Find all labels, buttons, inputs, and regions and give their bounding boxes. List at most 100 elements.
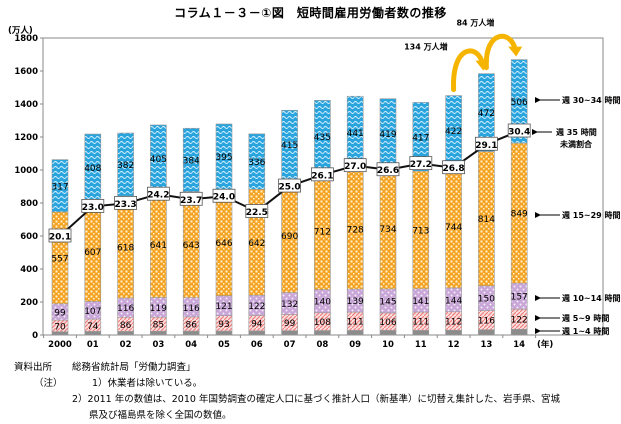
bar-value-label-s10: 121 [215, 302, 232, 312]
ratio-point-box [310, 167, 334, 182]
bar-stack-03: 85 119 641 405 [150, 124, 167, 336]
ratio-point-box [81, 199, 105, 213]
legend: 週 30~34 時間 週 35 時間 未満割合 週 15~29 時間 週 10~… [532, 95, 621, 336]
y-tick-label: 0 [32, 331, 38, 341]
y-tick-label: 1800 [14, 34, 38, 44]
note-1: 1）休業者は除いている。 [92, 378, 203, 389]
bar-value-label-s10: 116 [117, 304, 134, 314]
source-text: 総務省統計局「労働力調査」 [72, 362, 196, 373]
ratio-point-label: 26.8 [442, 164, 464, 174]
x-axis-unit-label: (年) [537, 339, 553, 350]
ratio-point-box [245, 204, 269, 218]
increase-annotations: 134 万人増 84 万人増 [404, 18, 523, 93]
bar-segment-s1 [379, 330, 397, 336]
bar-value-label-s15: 607 [84, 248, 101, 258]
y-tick-label: 1000 [14, 166, 38, 176]
ratio-point-box [179, 191, 203, 206]
bar-value-label-s5: 106 [379, 318, 396, 328]
bar-segment-s30 [478, 73, 495, 152]
bar-value-label-s5: 108 [314, 318, 331, 328]
bar-stack-05: 93 121 646 395 [215, 123, 233, 336]
ratio-point-box [146, 186, 170, 201]
bar-segment-s1 [445, 329, 462, 336]
bar-value-label-s30: 384 [183, 156, 200, 166]
bar-stack-14: 122 157 849 506 [510, 59, 528, 336]
bar-segment-s1 [182, 330, 200, 336]
bar-value-label-s30: 405 [150, 155, 167, 165]
ratio-point-label: 24.2 [147, 191, 169, 201]
bar-value-label-s15: 728 [347, 226, 364, 236]
bar-value-label-s10: 107 [84, 307, 101, 317]
bar-value-label-s10: 99 [54, 308, 66, 318]
ratio-point-label: 27.0 [344, 162, 366, 172]
x-tick-label: 09 [349, 340, 361, 350]
bar-segment-s1 [346, 330, 364, 336]
bar-value-label-s10: 139 [347, 297, 364, 307]
ratio-point-label: 26.1 [311, 171, 333, 181]
bar-value-label-s10: 145 [379, 297, 396, 307]
bar-value-label-s15: 643 [183, 241, 200, 251]
bar-segment-s1 [84, 331, 102, 336]
ratio-point-label: 25.0 [278, 183, 300, 193]
x-axis: 2000 01 02 03 04 05 06 07 08 09 10 11 12 13 14 [43, 335, 537, 350]
ratio-point-label: 22.5 [246, 208, 268, 218]
y-tick-label: 1400 [14, 100, 38, 110]
ratio-point-box [376, 162, 400, 177]
legend-label-s15: 週 15~29 時間 [562, 210, 621, 220]
bar-segment-s1 [215, 330, 233, 336]
x-tick-label: 05 [218, 340, 230, 350]
bar-stack-09: 111 139 728 441 [346, 95, 364, 336]
bar-value-label-s30: 382 [117, 161, 134, 171]
y-tick-label: 200 [20, 298, 38, 308]
x-tick-label: 04 [185, 340, 197, 350]
ratio-point-label: 26.6 [377, 166, 399, 176]
bar-stack-12: 112 144 744 422 [445, 95, 462, 336]
y-axis-unit-label: (万人) [8, 25, 33, 36]
bar-segment-s1 [150, 330, 167, 336]
bar-value-label-s15: 744 [445, 223, 462, 233]
bar-value-label-s5: 86 [120, 321, 132, 331]
y-tick-label: 1600 [14, 67, 38, 77]
increase-arrow-curve [483, 33, 518, 71]
y-tick-label: 800 [20, 199, 38, 209]
bar-value-label-s10: 150 [478, 295, 495, 305]
bar-value-label-s15: 712 [314, 227, 331, 237]
note-2-line-1: 2）2011 年の数値は、2010 年国勢調査の確定人口に基づく推計人口（新基準… [72, 394, 560, 405]
ratio-point-box [474, 136, 498, 151]
legend-label-s5: 週 5~9 時間 [562, 313, 609, 323]
bar-segment-s30 [182, 127, 200, 192]
x-tick-label: 02 [120, 340, 132, 350]
ratio-point-label: 29.1 [475, 141, 497, 151]
bar-value-label-s30: 506 [511, 98, 528, 108]
bar-stack-2000: 70 99 557 317 [51, 159, 69, 336]
bar-value-label-s5: 116 [478, 317, 495, 327]
bar-value-label-s30: 435 [314, 133, 331, 143]
bar-value-label-s15: 646 [215, 239, 232, 249]
ratio-line-group: 20.1 23.0 23.3 24.2 23.7 24.0 22.5 25.0 26.1 27.0… [48, 123, 531, 243]
note-2-line-2: 県及び福島県を除く全国の数値。 [89, 410, 232, 421]
legend-label-ratio-2: 未満割合 [559, 139, 593, 149]
note-label: （注） [34, 378, 63, 389]
bar-value-label-s10: 132 [281, 300, 298, 310]
bar-value-label-s15: 690 [281, 232, 298, 242]
bar-segment-s30 [510, 59, 528, 144]
bar-value-label-s30: 472 [478, 109, 495, 119]
bar-value-label-s10: 140 [314, 298, 331, 308]
bar-value-label-s30: 419 [379, 130, 396, 140]
bar-segment-s30 [248, 133, 266, 190]
bar-value-label-s10: 116 [183, 304, 200, 314]
bar-segment-s1 [281, 330, 298, 336]
x-tick-label: 13 [480, 340, 492, 350]
bar-segment-s1 [248, 330, 266, 336]
bar-value-label-s15: 713 [412, 226, 429, 236]
bar-value-label-s30: 422 [445, 127, 462, 137]
bar-segment-s30 [51, 159, 69, 213]
bar-value-label-s15: 557 [51, 254, 68, 264]
legend-label-s30: 週 30~34 時間 [562, 95, 621, 105]
ratio-point-box [409, 156, 433, 171]
bar-value-label-s30: 415 [281, 141, 298, 151]
bar-stack-08: 108 140 712 435 [314, 100, 331, 336]
bar-value-label-s5: 70 [54, 322, 66, 332]
increase-arrow-head [508, 46, 523, 57]
bar-value-label-s5: 94 [251, 320, 263, 330]
